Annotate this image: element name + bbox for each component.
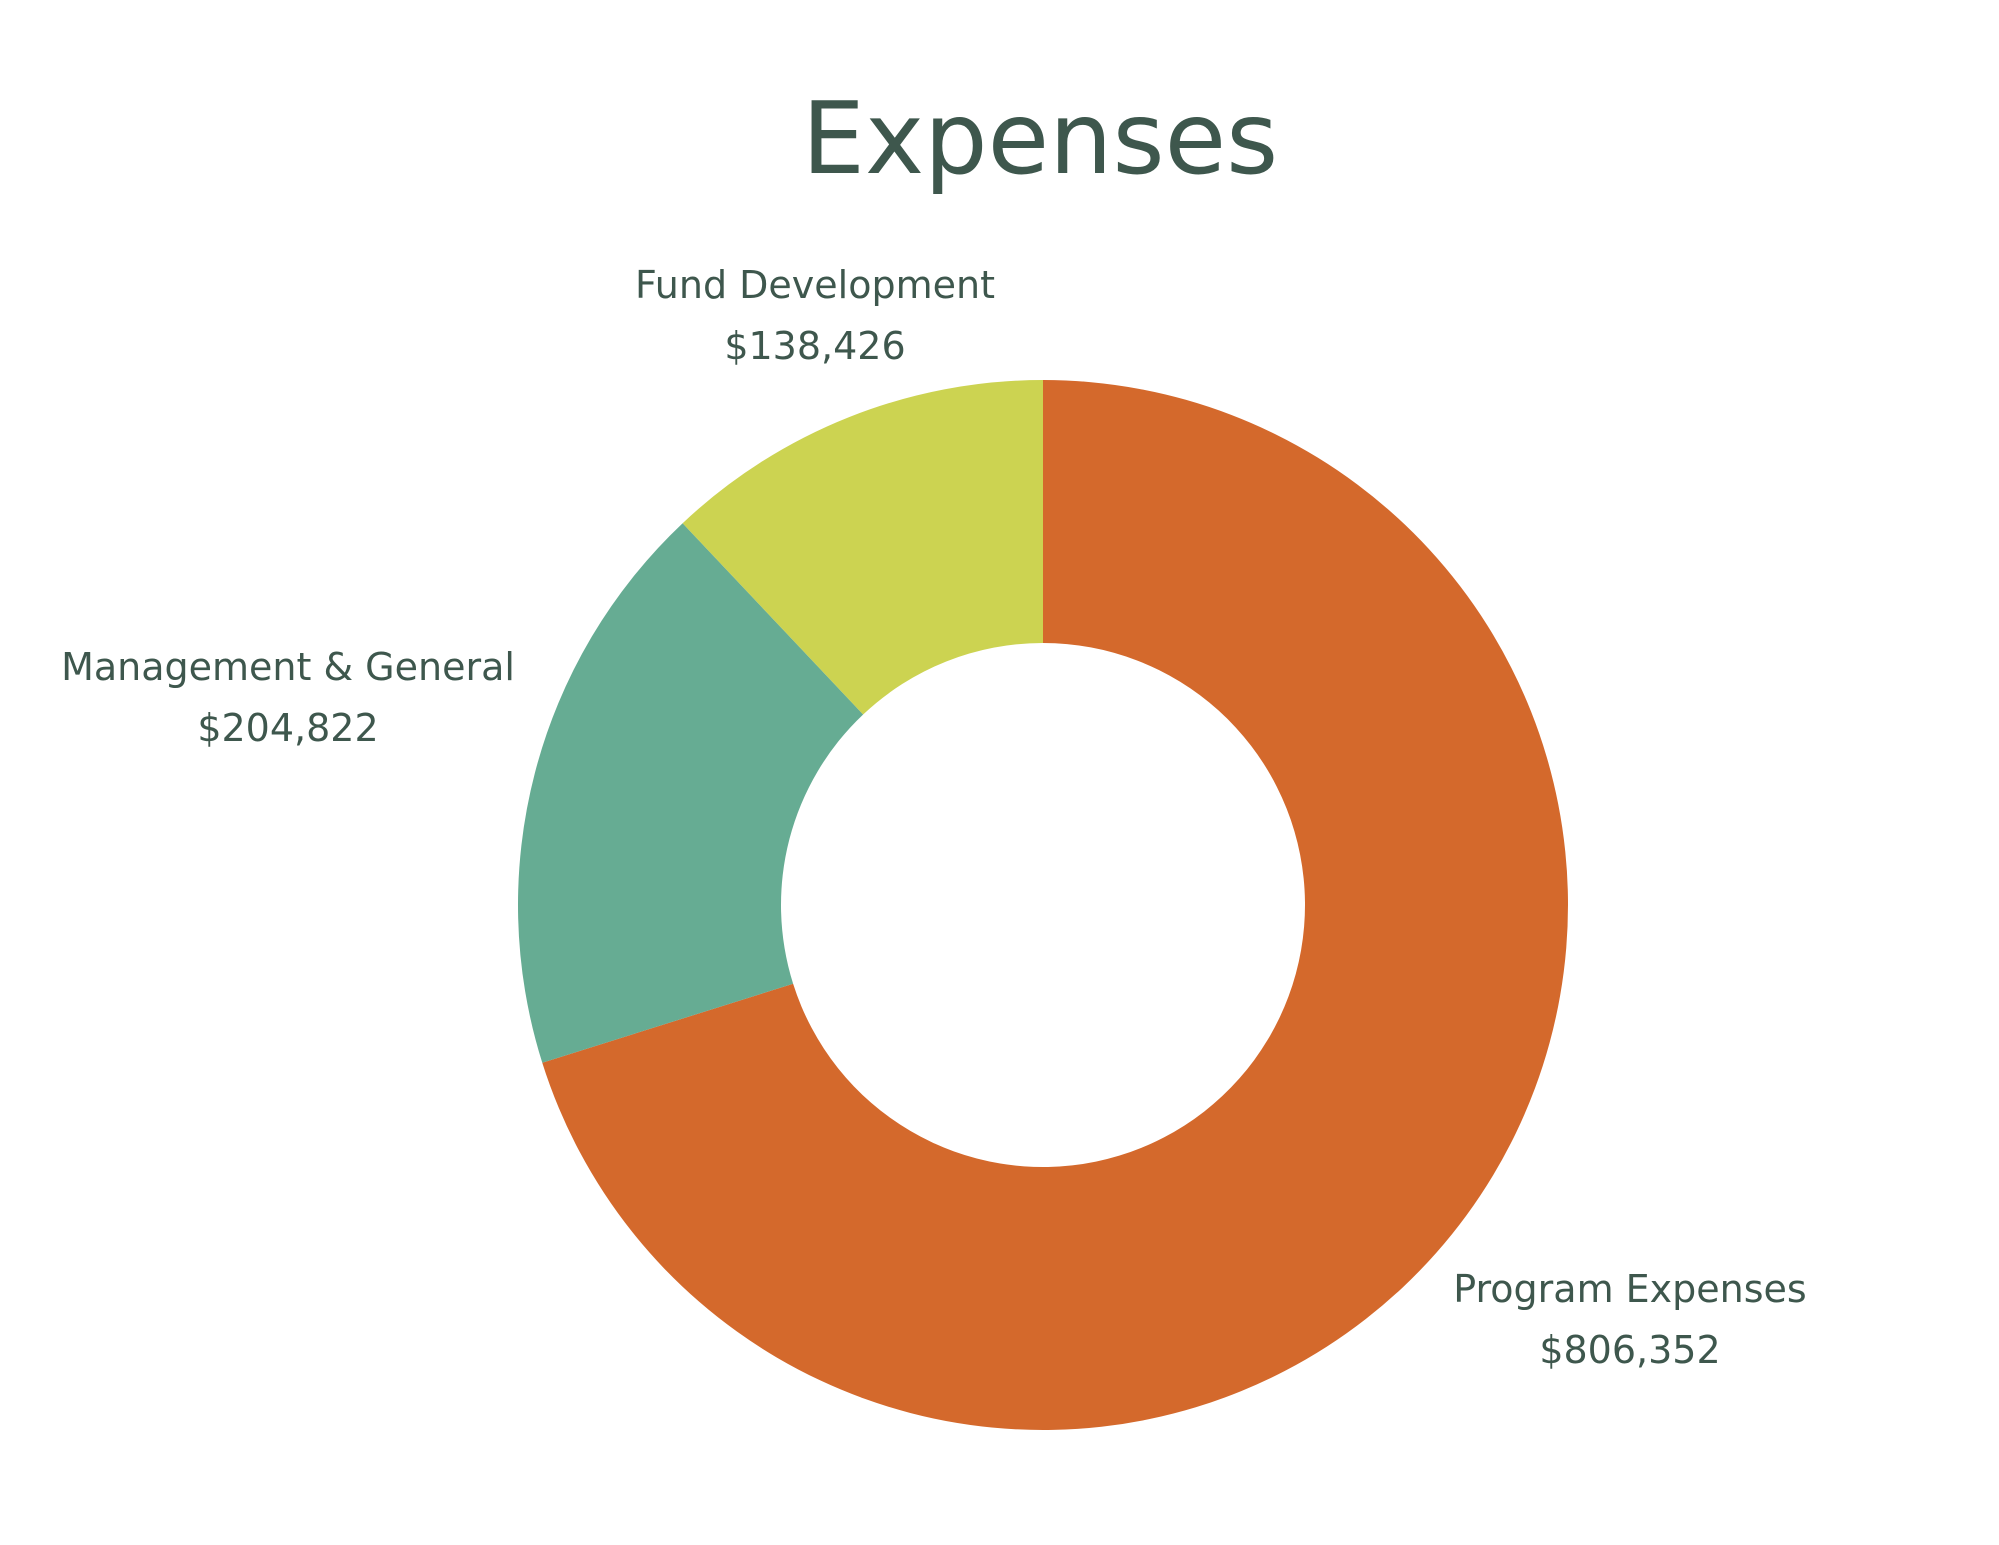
slice-management-and-general xyxy=(518,523,864,1063)
slice-fund-development xyxy=(682,380,1043,715)
donut-slices xyxy=(518,380,1569,1430)
slice-value-label-management-and-general: $204,822 xyxy=(197,706,378,750)
slice-value-label-program-expenses: $806,352 xyxy=(1539,1328,1720,1372)
slice-value-label-fund-development: $138,426 xyxy=(724,324,905,368)
slice-program-expenses xyxy=(542,380,1569,1430)
slice-name-label-fund-development: Fund Development xyxy=(635,263,995,307)
slice-name-label-management-and-general: Management & General xyxy=(61,645,515,689)
slice-labels: Program Expenses $806,352 Management & Gen… xyxy=(61,263,1807,1372)
slice-name-label-program-expenses: Program Expenses xyxy=(1453,1267,1806,1311)
chart-title: Expenses xyxy=(801,80,1279,197)
